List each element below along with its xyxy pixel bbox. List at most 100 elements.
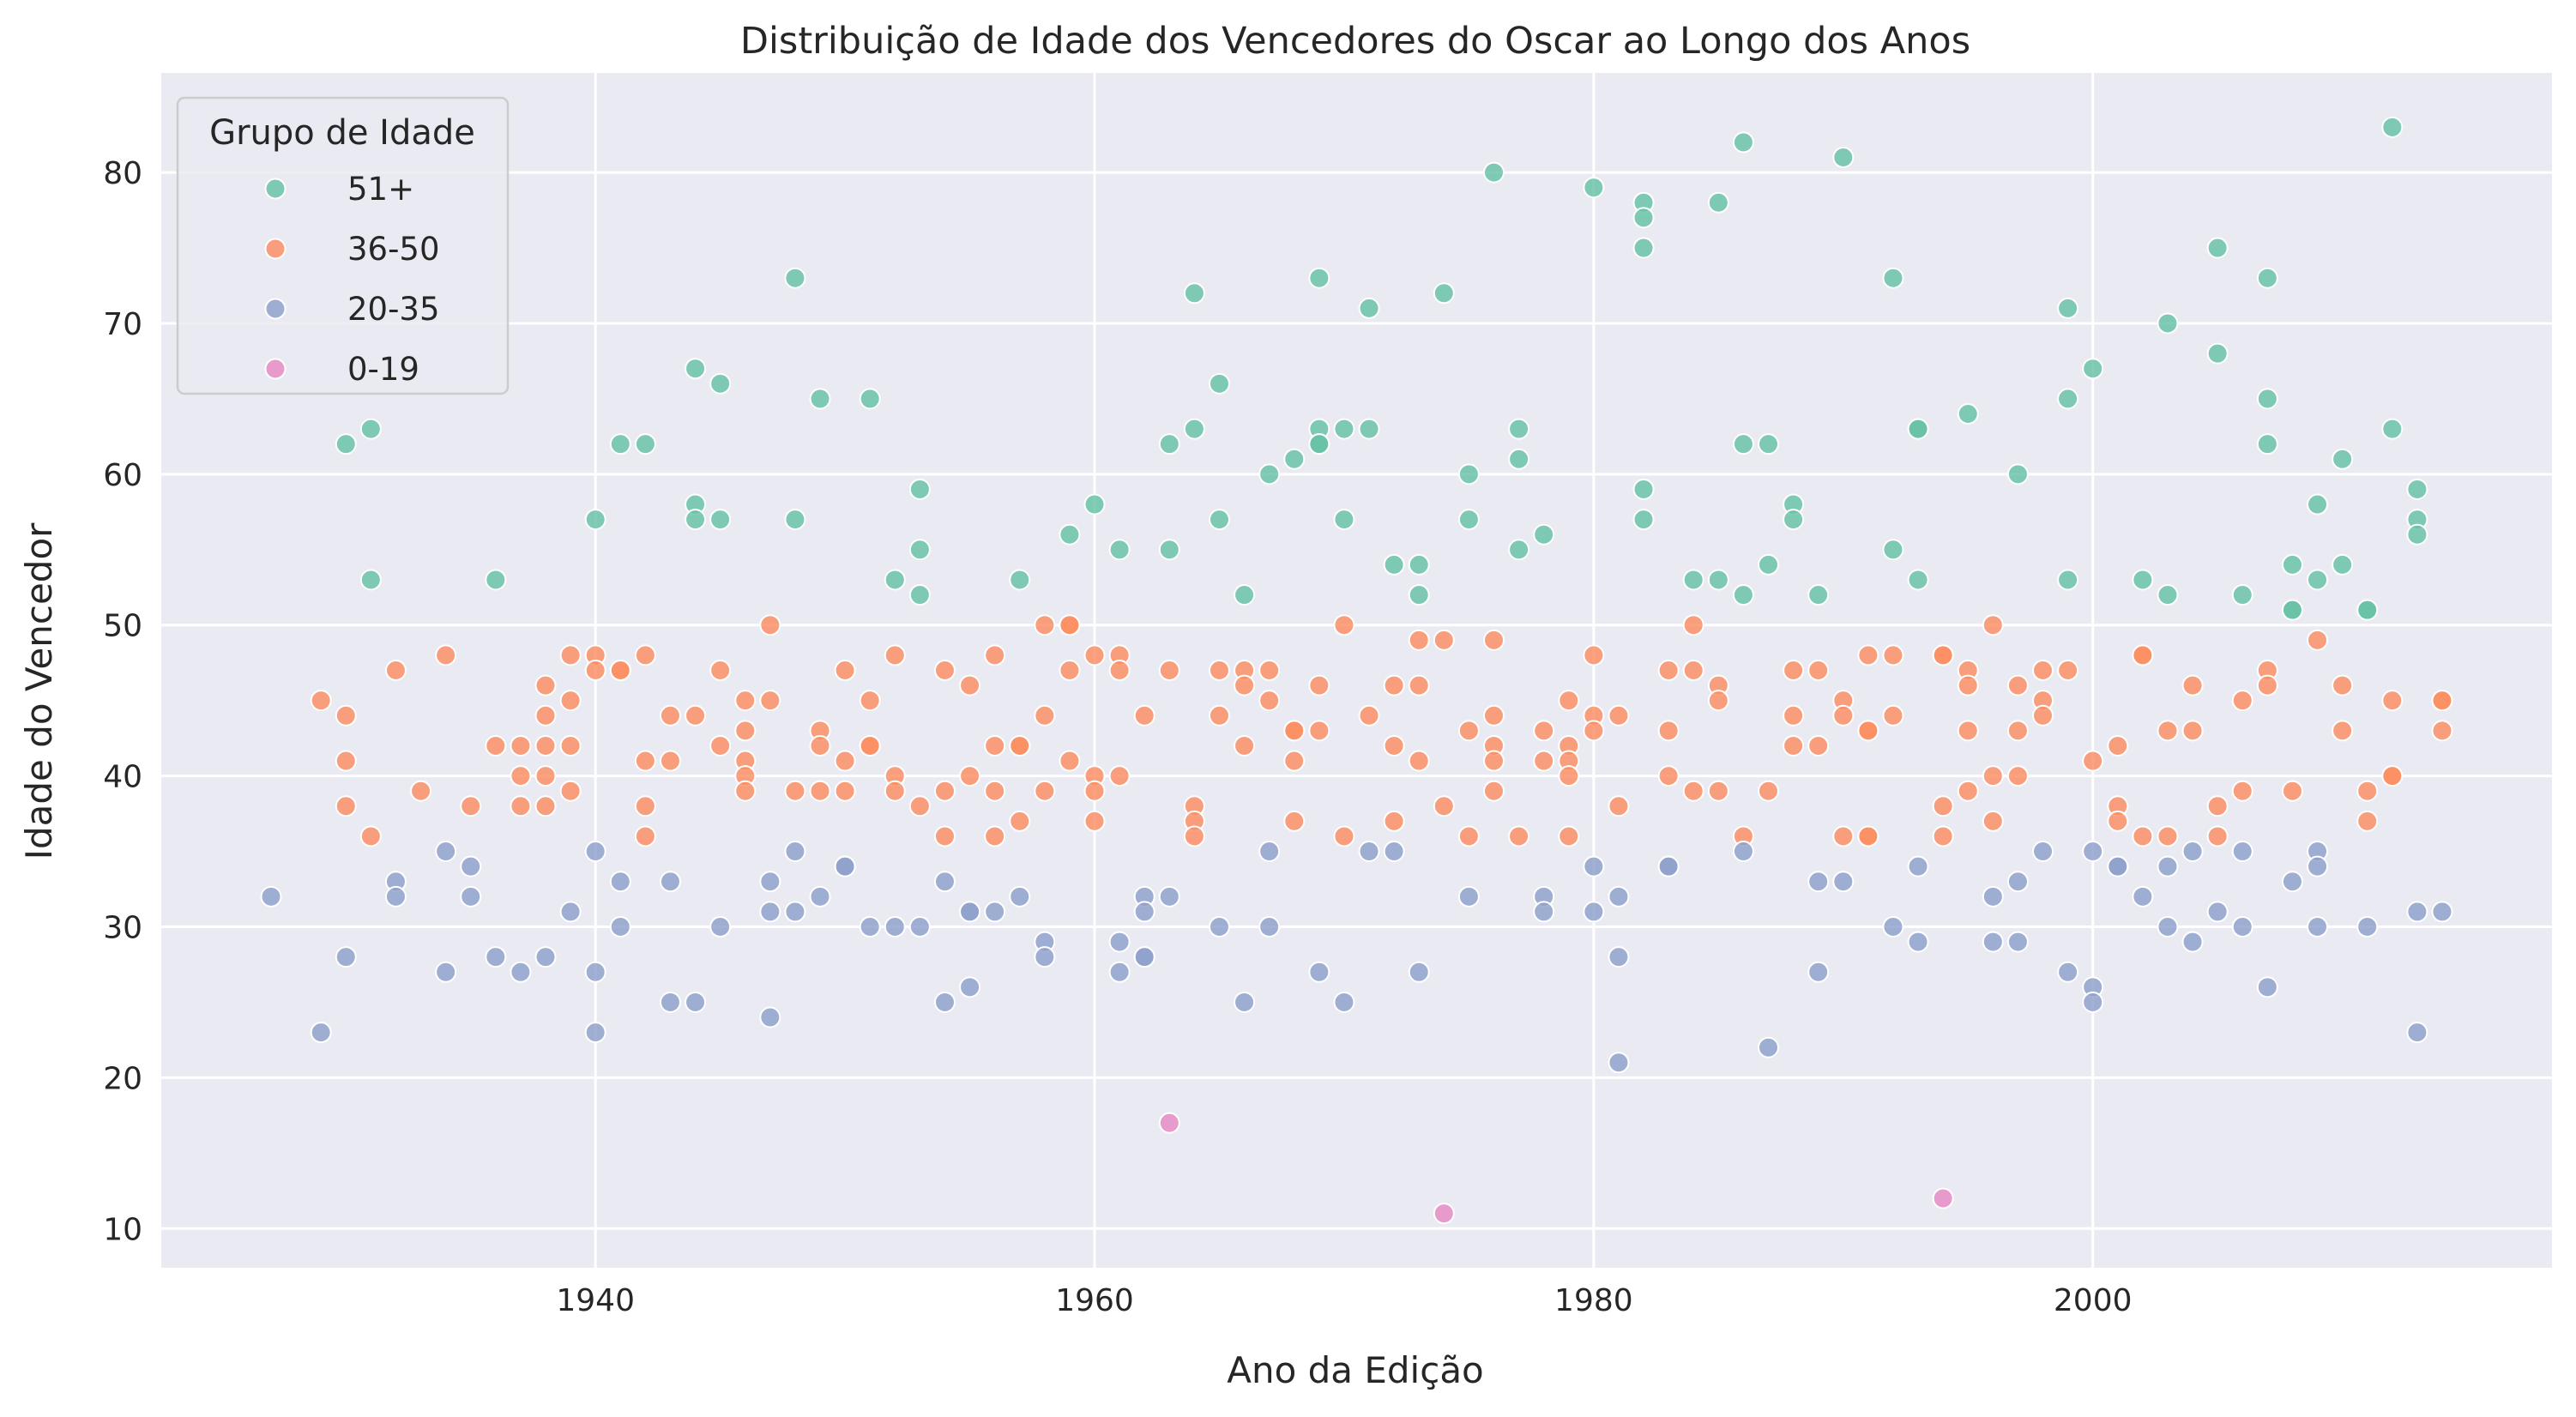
data-point (2132, 825, 2154, 847)
data-point (1483, 750, 1505, 772)
data-point (1682, 614, 1704, 636)
data-point (2307, 855, 2329, 877)
data-point (1433, 1203, 1455, 1225)
data-point (1533, 901, 1555, 923)
data-point (784, 780, 806, 802)
data-point (1009, 810, 1031, 832)
data-point (1133, 704, 1155, 727)
data-point (2157, 720, 2179, 742)
data-point (1732, 433, 1754, 455)
data-point (1583, 720, 1605, 742)
legend-entry: 0-19 (347, 351, 419, 388)
data-point (1183, 418, 1205, 440)
data-point (1907, 855, 1929, 877)
data-point (1158, 539, 1180, 561)
data-point (908, 478, 931, 500)
data-point (485, 734, 507, 757)
data-point (1558, 825, 1580, 847)
data-point (2406, 1022, 2428, 1044)
data-point (2356, 916, 2379, 938)
data-point (1832, 825, 1855, 847)
data-point (2082, 991, 2104, 1013)
data-point (1583, 901, 1605, 923)
data-point (2006, 931, 2029, 953)
data-point (2256, 267, 2278, 289)
data-point (1133, 901, 1155, 923)
data-point (734, 690, 757, 712)
data-point (1083, 780, 1106, 802)
data-point (1882, 267, 1904, 289)
data-point (2006, 674, 2029, 696)
y-tick-label: 30 (103, 911, 142, 946)
legend-items: 51+ 36-50 20-35 0-19 (264, 171, 440, 388)
data-point (1457, 463, 1480, 485)
data-point (2356, 780, 2379, 802)
data-point (809, 780, 831, 802)
data-point (335, 704, 357, 727)
data-point (1009, 734, 1031, 757)
data-point (2082, 841, 2104, 863)
data-point (959, 765, 981, 787)
data-point (335, 433, 357, 455)
data-point (1783, 734, 1805, 757)
data-point (1408, 553, 1430, 576)
data-point (685, 704, 707, 727)
data-point (1832, 146, 1855, 168)
data-point (2256, 674, 2278, 696)
data-point (1383, 734, 1405, 757)
y-axis-ticks: 10 20 30 40 50 60 70 80 (103, 156, 142, 1247)
data-point (584, 961, 606, 983)
data-point (1732, 131, 1754, 154)
data-point (908, 539, 931, 561)
data-point (1758, 433, 1780, 455)
data-point (634, 795, 656, 817)
data-point (1857, 825, 1879, 847)
data-point (435, 961, 457, 983)
data-point (1158, 1112, 1180, 1134)
data-point (485, 946, 507, 968)
data-point (1308, 433, 1330, 455)
data-point (310, 690, 332, 712)
data-point (534, 674, 557, 696)
data-point (1457, 885, 1480, 907)
data-point (784, 267, 806, 289)
data-point (1258, 463, 1281, 485)
data-point (659, 871, 681, 893)
data-point (410, 780, 432, 802)
data-point (1133, 946, 1155, 968)
data-point (2107, 734, 2129, 757)
data-point (884, 569, 906, 591)
data-point (2256, 388, 2278, 410)
data-point (1758, 1036, 1780, 1058)
data-point (1408, 674, 1430, 696)
data-point (584, 1022, 606, 1044)
data-point (709, 916, 732, 938)
data-point (460, 855, 482, 877)
data-point (984, 825, 1006, 847)
data-point (2231, 841, 2253, 863)
data-point (584, 660, 606, 681)
data-point (1158, 885, 1180, 907)
data-point (1383, 841, 1405, 863)
data-point (2431, 901, 2453, 923)
data-point (1533, 523, 1555, 546)
data-point (2181, 931, 2204, 953)
data-point (1832, 704, 1855, 727)
data-point (2406, 523, 2428, 546)
data-point (2356, 599, 2379, 621)
data-point (1982, 614, 2004, 636)
data-point (1208, 704, 1230, 727)
data-point (1632, 509, 1655, 531)
y-tick-label: 40 (103, 760, 142, 795)
data-point (1333, 825, 1355, 847)
data-point (1807, 660, 1830, 681)
legend-entry: 36-50 (347, 231, 440, 268)
data-point (1158, 660, 1180, 681)
data-point (1383, 553, 1405, 576)
data-point (534, 704, 557, 727)
y-tick-label: 60 (103, 458, 142, 493)
data-point (1009, 885, 1031, 907)
data-point (859, 388, 881, 410)
data-point (1682, 780, 1704, 802)
